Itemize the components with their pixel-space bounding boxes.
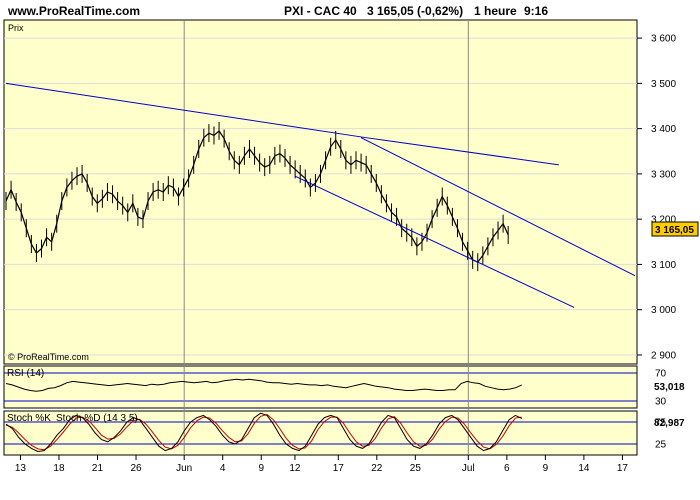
price-change: 3 165,05 (-0,62%): [367, 4, 463, 18]
stoch-last-value: 82,987: [654, 418, 685, 429]
price-y-tick-label: 3 300: [651, 169, 676, 180]
rsi-line: [5, 378, 522, 392]
x-tick-label: 21: [92, 463, 104, 474]
stochastic-y-tick-label: 25: [655, 440, 667, 451]
price-grid: [4, 37, 637, 356]
x-tick-label: 6: [504, 463, 510, 474]
trendline: [5, 82, 367, 139]
rsi-panel[interactable]: [3, 365, 638, 409]
price-y-tick-label: 2 900: [651, 350, 676, 361]
rsi-y-axis: 70 30: [655, 369, 667, 408]
price-y-tick-label: 3 400: [651, 124, 676, 135]
price-y-tick-label: 3 200: [651, 215, 676, 226]
stoch-k-line: [5, 412, 522, 452]
stochastic-series: [5, 412, 522, 452]
stoch-d-label: Stoch %D (14 3 5): [56, 413, 138, 424]
x-tick-label: 17: [617, 463, 629, 474]
price-panel-label: Prix: [8, 23, 24, 33]
rsi-label: RSI (14): [7, 368, 44, 379]
price-y-tick-label: 3 100: [651, 260, 676, 271]
trendline: [294, 175, 575, 308]
x-tick-label: 9: [543, 463, 549, 474]
x-tick-label: 25: [410, 463, 422, 474]
stochastic-panel[interactable]: [3, 410, 638, 456]
trendlines: [5, 82, 636, 308]
x-tick-label: 26: [130, 463, 142, 474]
trendline: [360, 137, 636, 277]
price-y-tick-label: 3 000: [651, 305, 676, 316]
x-tick-label: 9: [258, 463, 264, 474]
watermark: © ProRealTime.com: [8, 352, 89, 362]
x-tick-label: 13: [15, 463, 27, 474]
price-y-axis: 3 600 3 500 3 400 3 300 3 200 3 100 3 000 2 900: [637, 34, 676, 361]
stoch-d-line: [5, 413, 522, 451]
x-tick-label: 18: [53, 463, 65, 474]
rsi-levels: [4, 372, 637, 402]
x-tick-label: 22: [371, 463, 383, 474]
stochastic-y-tick-label: 75: [655, 418, 667, 429]
stoch-k-label: Stoch %K: [7, 413, 51, 424]
month-separator-lines: [183, 20, 469, 455]
x-axis: 13 18 21 26 Jun 4 9 12 17 22 25 Jul 6 9 14 17: [15, 455, 629, 474]
time: 9:16: [524, 4, 548, 18]
price-panel[interactable]: [3, 19, 638, 365]
stochastic-y-axis: 75 25: [655, 418, 667, 451]
x-tick-label: 4: [220, 463, 226, 474]
x-tick-label: 17: [333, 463, 345, 474]
x-tick-label: 14: [578, 463, 590, 474]
rsi-y-tick-label: 30: [655, 397, 667, 408]
price-y-tick-label: 3 600: [651, 34, 676, 45]
instrument-name: PXI - CAC 40: [284, 4, 357, 18]
rsi-series: [5, 378, 522, 392]
x-tick-label: Jun: [176, 463, 192, 474]
rsi-last-value: 53,018: [654, 382, 685, 393]
site-name[interactable]: www.ProRealTime.com: [7, 4, 140, 18]
timeframe: 1 heure: [474, 4, 517, 18]
trendline: [366, 137, 559, 166]
last-price-box: [651, 221, 699, 237]
last-price-label: 3 165,05: [655, 225, 694, 236]
x-tick-label: Jul: [462, 463, 475, 474]
x-tick-label: 12: [289, 463, 301, 474]
price-y-tick-label: 3 500: [651, 79, 676, 90]
rsi-y-tick-label: 70: [655, 369, 667, 380]
